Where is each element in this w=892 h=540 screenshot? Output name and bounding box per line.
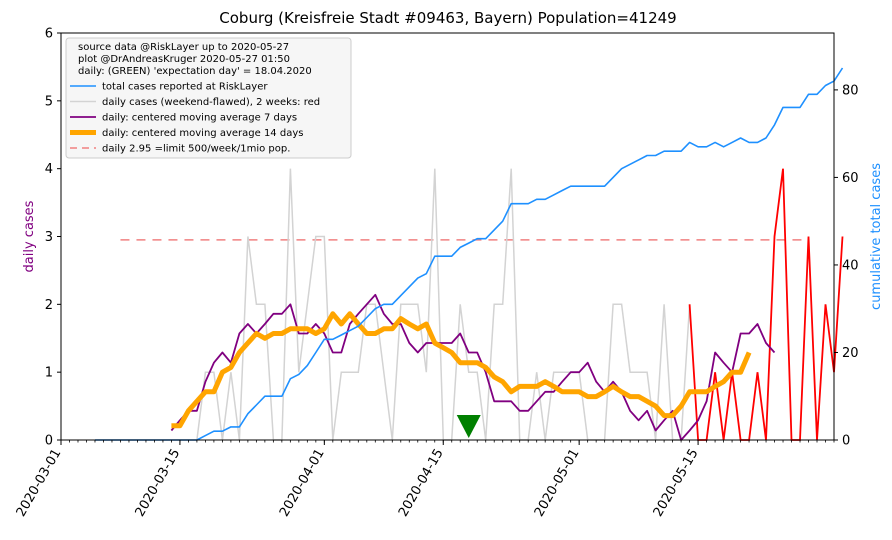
ma14-line (171, 311, 752, 429)
x-tick-label: 2020-03-15 (133, 447, 184, 520)
legend-item-label: daily: centered moving average 7 days (102, 113, 297, 124)
legend-item-label: total cases reported at RiskLayer (102, 82, 268, 93)
daily-cases-recent-line (688, 168, 844, 441)
y-left-tick-label: 6 (45, 27, 53, 42)
legend-item-label: daily 2.95 =limit 500/week/1mio pop. (102, 144, 290, 155)
y-left-tick-label: 5 (45, 94, 53, 109)
y-right-tick-label: 60 (842, 171, 859, 186)
y-right-tick-label: 40 (842, 258, 859, 273)
legend-item-label: daily cases (weekend-flawed), 2 weeks: r… (102, 97, 320, 108)
y-left-tick-label: 3 (45, 230, 53, 245)
y-left-tick-label: 0 (45, 434, 53, 449)
legend-header-text: plot @DrAndreasKruger 2020-05-27 01:50 (78, 54, 290, 65)
y-left-tick-label: 1 (45, 366, 53, 381)
cumulative-line (95, 67, 844, 441)
legend-item-label: daily: centered moving average 14 days (102, 128, 303, 139)
chart-title: Coburg (Kreisfreie Stadt #09463, Bayern)… (219, 9, 676, 27)
y-right-tick-label: 80 (842, 83, 859, 98)
x-tick-label: 2020-05-15 (651, 447, 702, 520)
y-axis-right-label: cumulative total cases (869, 163, 884, 310)
legend-header-text: source data @RiskLayer up to 2020-05-27 (78, 42, 289, 53)
y-right-tick-label: 0 (842, 434, 850, 449)
y-left-tick-label: 4 (45, 162, 53, 177)
legend-box (65, 37, 352, 159)
legend-header-text: daily: (GREEN) 'expectation day' = 18.04… (78, 66, 312, 77)
y-left-tick-label: 2 (45, 298, 53, 313)
x-tick-label: 2020-05-01 (532, 447, 583, 520)
x-tick-label: 2020-04-01 (277, 447, 328, 520)
x-tick-label: 2020-04-15 (396, 447, 447, 520)
y-axis-left-label: daily cases (22, 200, 37, 272)
expectation-day-marker (456, 415, 481, 438)
y-right-tick-label: 20 (842, 346, 859, 361)
x-tick-label: 2020-03-01 (14, 447, 65, 520)
